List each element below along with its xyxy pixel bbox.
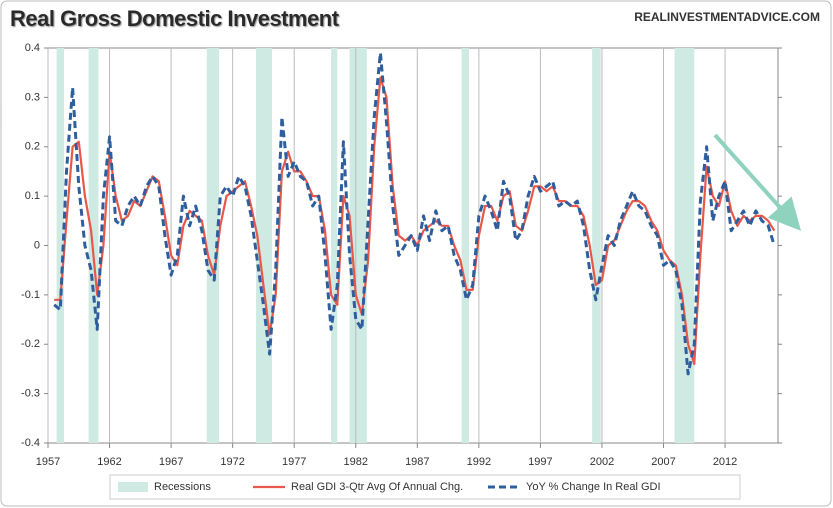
x-tick-label: 1997 (528, 456, 552, 468)
series-line (53, 51, 776, 376)
recession-band (56, 48, 65, 443)
x-tick-label: 2002 (590, 456, 614, 468)
y-tick-label: 0 (34, 239, 40, 251)
x-tick-label: 2012 (713, 456, 737, 468)
recession-band (592, 48, 601, 443)
x-tick-label: 1992 (467, 456, 491, 468)
legend-label: Recessions (154, 481, 211, 493)
legend-box (109, 474, 741, 500)
chart-title: Real Gross Domestic Investment (10, 6, 340, 31)
y-tick-label: -0.4 (21, 437, 40, 449)
y-tick-label: -0.3 (21, 388, 40, 400)
plot-area (47, 47, 779, 444)
legend-label: YoY % Change In Real GDI (526, 481, 661, 493)
y-tick-label: 0.3 (25, 91, 40, 103)
recession-band (674, 48, 695, 443)
y-tick-label: 0.4 (25, 42, 40, 54)
x-tick-label: 1987 (405, 456, 429, 468)
x-tick-label: 1962 (97, 456, 121, 468)
recession-band (331, 48, 338, 443)
recession-band (206, 48, 220, 443)
x-tick-label: 1982 (344, 456, 368, 468)
recession-band (349, 48, 367, 443)
source: REALINVESTMENTADVICE.COM (634, 10, 820, 24)
legend-label: Real GDI 3-Qtr Avg Of Annual Chg. (291, 481, 463, 493)
y-tick-label: -0.2 (21, 338, 40, 350)
x-tick-label: 1977 (282, 456, 306, 468)
trend-arrow (713, 133, 802, 231)
x-tick-label: 1957 (36, 456, 60, 468)
y-tick-label: 0.1 (25, 190, 40, 202)
y-tick-label: 0.2 (25, 141, 40, 153)
x-tick-label: 2007 (651, 456, 675, 468)
x-tick-label: 1967 (159, 456, 183, 468)
legend-swatch (118, 482, 148, 492)
y-tick-label: -0.1 (21, 289, 40, 301)
recession-band (461, 48, 470, 443)
x-tick-label: 1972 (220, 456, 244, 468)
